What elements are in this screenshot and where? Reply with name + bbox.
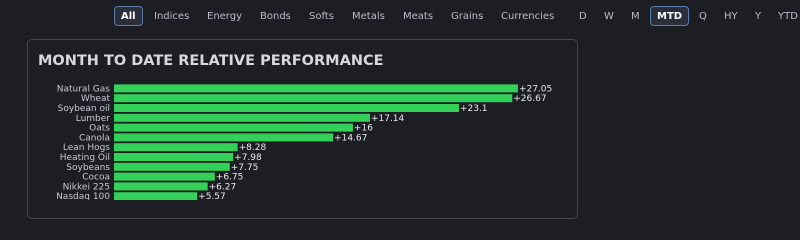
period-button[interactable]: YTD bbox=[778, 11, 798, 22]
filter-button[interactable]: Indices bbox=[154, 11, 190, 22]
category-label: Soybean oil bbox=[58, 104, 110, 114]
value-label: +26.67 bbox=[513, 94, 546, 104]
value-label: +23.1 bbox=[460, 104, 488, 114]
filter-button[interactable]: Energy bbox=[207, 11, 243, 22]
filter-button[interactable]: Softs bbox=[309, 11, 334, 22]
period-button[interactable]: MTD bbox=[650, 6, 690, 26]
bar bbox=[114, 162, 230, 171]
category-label: Lumber bbox=[76, 114, 111, 124]
value-label: +7.98 bbox=[234, 153, 262, 163]
filter-button[interactable]: Meats bbox=[403, 11, 434, 22]
value-label: +6.27 bbox=[209, 182, 237, 192]
toolbar: All Indices Energy Bonds Softs Metals Meats Gra… bbox=[0, 0, 800, 34]
category-label: Canola bbox=[79, 133, 110, 143]
period-button[interactable]: W bbox=[604, 11, 614, 22]
bar bbox=[114, 84, 518, 93]
category-label: Cocoa bbox=[82, 173, 110, 183]
value-label: +17.14 bbox=[371, 114, 405, 124]
value-label: +27.05 bbox=[519, 84, 552, 94]
filter-button[interactable]: Metals bbox=[352, 11, 385, 22]
bar bbox=[114, 123, 353, 132]
value-label: +14.67 bbox=[334, 133, 367, 143]
value-label: +8.28 bbox=[239, 143, 267, 153]
filter-button[interactable]: Currencies bbox=[501, 11, 555, 22]
period-button[interactable]: HY bbox=[724, 11, 738, 22]
category-label: Wheat bbox=[81, 94, 111, 104]
period-button[interactable]: Y bbox=[755, 11, 762, 22]
value-label: +16 bbox=[354, 124, 373, 134]
bar bbox=[114, 133, 334, 142]
bar bbox=[114, 104, 459, 112]
value-label: +7.75 bbox=[231, 163, 259, 173]
category-label: Oats bbox=[89, 124, 110, 134]
category-label: Natural Gas bbox=[57, 84, 111, 94]
value-label: +5.57 bbox=[198, 192, 226, 200]
value-label: +6.75 bbox=[216, 173, 244, 183]
page: All Indices Energy Bonds Softs Metals Meats Gra… bbox=[0, 0, 800, 219]
chart-title: MONTH TO DATE RELATIVE PERFORMANCE bbox=[38, 53, 384, 69]
bar bbox=[114, 143, 238, 152]
category-label: Nasdaq 100 bbox=[56, 192, 110, 200]
chart: MONTH TO DATE RELATIVE PERFORMANCE Natur… bbox=[38, 53, 552, 200]
category-label: Heating Oil bbox=[60, 153, 110, 163]
filter-button[interactable]: All bbox=[114, 6, 143, 26]
bar bbox=[114, 182, 208, 191]
category-label: Nikkei 225 bbox=[63, 182, 110, 192]
period-button[interactable]: D bbox=[579, 11, 587, 22]
category-label: Soybeans bbox=[66, 163, 110, 173]
bar bbox=[114, 153, 234, 161]
category-label: Lean Hogs bbox=[63, 143, 110, 153]
filter-button[interactable]: Bonds bbox=[260, 11, 291, 22]
bar bbox=[114, 113, 370, 122]
period-button[interactable]: M bbox=[631, 11, 640, 22]
filter-button[interactable]: Grains bbox=[451, 11, 484, 22]
period-button[interactable]: Q bbox=[699, 11, 707, 22]
chart-panel bbox=[27, 39, 578, 219]
bar bbox=[114, 94, 513, 103]
bar bbox=[114, 172, 215, 181]
bar bbox=[114, 192, 198, 200]
